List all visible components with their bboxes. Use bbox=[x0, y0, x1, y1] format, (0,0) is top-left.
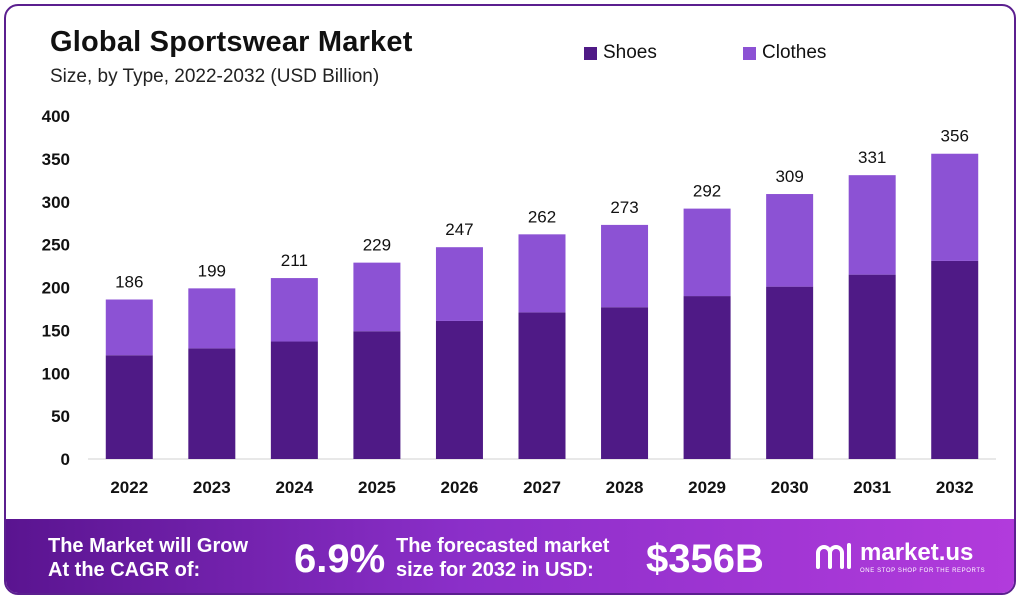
cagr-label: The Market will Grow At the CAGR of: bbox=[48, 534, 248, 582]
bar-total-label: 292 bbox=[693, 182, 721, 201]
bar-clothes bbox=[931, 153, 979, 261]
bar-shoes bbox=[848, 274, 896, 459]
legend-item-clothes: Clothes bbox=[743, 42, 826, 64]
bar-clothes bbox=[518, 234, 566, 313]
y-tick-label: 350 bbox=[42, 150, 70, 169]
bar-total-label: 211 bbox=[281, 251, 308, 270]
legend-swatch-shoes bbox=[584, 46, 597, 60]
forecast-label-line1: The forecasted market bbox=[396, 535, 610, 557]
legend-label-shoes: Shoes bbox=[603, 42, 657, 63]
bar-clothes bbox=[270, 278, 318, 342]
bar-total-label: 262 bbox=[528, 207, 556, 226]
x-tick-label: 2026 bbox=[441, 478, 479, 497]
cagr-value: 6.9% bbox=[294, 537, 386, 581]
bar-shoes bbox=[188, 348, 236, 459]
bar-chart: 0 50 100 150 200 250 300 350 400 186 2022 199 2023 21… bbox=[42, 107, 996, 497]
y-tick-label: 300 bbox=[42, 193, 70, 212]
bar-shoes bbox=[270, 341, 318, 459]
bar-total-label: 229 bbox=[363, 236, 391, 255]
bar-total-label: 199 bbox=[198, 261, 226, 280]
bar-total-label: 309 bbox=[775, 167, 803, 186]
legend-label-clothes: Clothes bbox=[762, 42, 827, 63]
bar-shoes bbox=[435, 320, 483, 459]
bar-clothes bbox=[105, 299, 153, 356]
chart-frame: Global Sportswear Market Size, by Type, … bbox=[4, 4, 1016, 595]
cagr-label-line2: At the CAGR of: bbox=[48, 559, 201, 581]
x-tick-label: 2031 bbox=[853, 478, 891, 497]
x-tick-label: 2023 bbox=[193, 478, 231, 497]
x-tick-label: 2024 bbox=[275, 478, 313, 497]
bar-shoes bbox=[683, 296, 731, 459]
cagr-label-line1: The Market will Grow bbox=[48, 535, 249, 557]
bar-clothes bbox=[353, 262, 401, 332]
bar-clothes bbox=[683, 208, 731, 297]
market-us-logo-icon bbox=[816, 543, 851, 569]
x-tick-label: 2032 bbox=[936, 478, 974, 497]
forecast-value: $356B bbox=[646, 537, 764, 581]
legend-swatch-clothes bbox=[743, 46, 756, 60]
legend-item-shoes: Shoes bbox=[584, 42, 657, 64]
bar-shoes bbox=[353, 331, 401, 459]
x-tick-label: 2022 bbox=[110, 478, 148, 497]
chart-title: Global Sportswear Market bbox=[50, 26, 413, 58]
bar-clothes bbox=[766, 194, 814, 287]
y-tick-label: 400 bbox=[42, 107, 70, 126]
bar-clothes bbox=[435, 247, 483, 321]
bar-shoes bbox=[518, 312, 566, 459]
bar-shoes bbox=[931, 260, 979, 459]
chart-subtitle: Size, by Type, 2022-2032 (USD Billion) bbox=[50, 66, 380, 87]
bar-clothes bbox=[188, 288, 236, 349]
x-tick-label: 2030 bbox=[771, 478, 809, 497]
forecast-label-line2: size for 2032 in USD: bbox=[396, 559, 594, 581]
y-tick-label: 150 bbox=[42, 321, 70, 340]
bar-shoes bbox=[601, 307, 649, 459]
y-tick-label: 250 bbox=[42, 236, 70, 255]
bar-total-label: 247 bbox=[445, 220, 473, 239]
bar-clothes bbox=[601, 224, 649, 308]
bar-total-label: 273 bbox=[610, 198, 638, 217]
x-tick-label: 2028 bbox=[606, 478, 644, 497]
summary-banner: The Market will Grow At the CAGR of: 6.9… bbox=[6, 519, 1014, 593]
x-tick-label: 2025 bbox=[358, 478, 396, 497]
bar-shoes bbox=[766, 286, 814, 459]
x-tick-label: 2027 bbox=[523, 478, 561, 497]
brand-tagline: ONE STOP SHOP FOR THE REPORTS bbox=[860, 568, 986, 574]
brand-name: market.us bbox=[860, 539, 974, 566]
y-tick-label: 200 bbox=[42, 279, 70, 298]
y-tick-label: 50 bbox=[51, 407, 70, 426]
bar-total-label: 356 bbox=[941, 127, 969, 146]
bar-clothes bbox=[848, 175, 896, 275]
y-tick-label: 100 bbox=[42, 364, 70, 383]
forecast-label: The forecasted market size for 2032 in U… bbox=[396, 534, 609, 582]
bar-total-label: 186 bbox=[115, 273, 143, 292]
x-tick-label: 2029 bbox=[688, 478, 726, 497]
bar-shoes bbox=[105, 355, 153, 459]
y-tick-label: 0 bbox=[61, 450, 70, 469]
bar-total-label: 331 bbox=[858, 148, 886, 167]
